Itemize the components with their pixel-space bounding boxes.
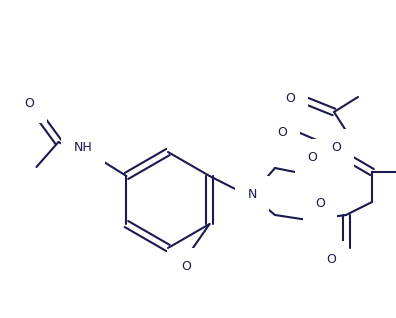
Text: N: N — [248, 189, 257, 202]
Text: O: O — [331, 141, 341, 154]
Text: O: O — [315, 197, 325, 210]
Text: O: O — [307, 151, 317, 164]
Text: O: O — [277, 127, 287, 140]
Text: O: O — [285, 92, 295, 105]
Text: O: O — [181, 260, 191, 273]
Text: O: O — [25, 97, 34, 110]
Text: NH: NH — [74, 141, 92, 154]
Text: O: O — [326, 253, 336, 266]
